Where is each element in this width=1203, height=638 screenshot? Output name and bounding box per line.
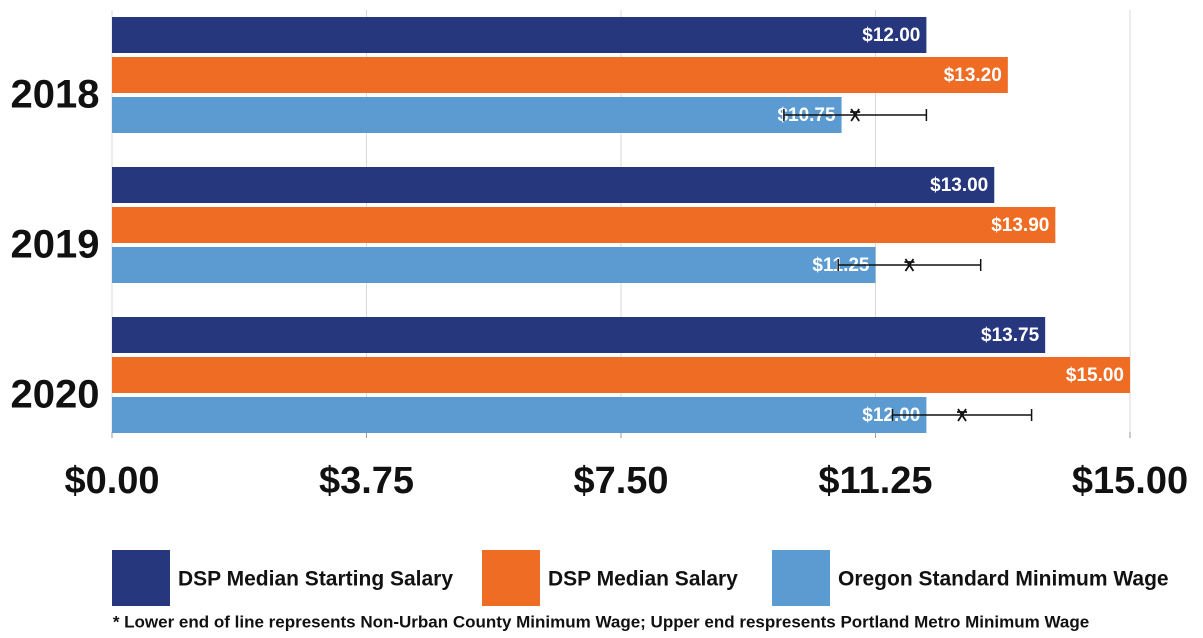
- category-label: 2020: [11, 373, 100, 417]
- value-label: $12.00: [862, 25, 920, 46]
- category-label: 2018: [11, 73, 100, 117]
- x-tick-label: $0.00: [64, 460, 159, 502]
- bar: [112, 207, 1056, 243]
- x-tick-label: $11.25: [818, 460, 932, 502]
- bar: [112, 317, 1046, 353]
- value-label: $12.00: [862, 405, 920, 426]
- footnote: * Lower end of line represents Non-Urban…: [113, 612, 1089, 631]
- value-label: $13.20: [944, 65, 1002, 86]
- legend-swatch: [482, 550, 540, 606]
- bar: [112, 357, 1130, 393]
- error-star: [957, 408, 968, 422]
- x-tick-label: $3.75: [319, 460, 414, 502]
- bar: [112, 167, 995, 203]
- value-label: $15.00: [1066, 365, 1124, 386]
- value-label: $13.75: [981, 325, 1040, 346]
- bar: [112, 247, 876, 283]
- legend-label: DSP Median Starting Salary: [178, 568, 453, 591]
- value-label: $13.00: [930, 175, 988, 196]
- bar: [112, 397, 927, 433]
- category-label: 2019: [11, 223, 100, 267]
- bar: [112, 57, 1008, 93]
- bar: [112, 97, 842, 133]
- x-tick-label: $15.00: [1072, 460, 1188, 502]
- x-tick-label: $7.50: [573, 460, 668, 502]
- error-star: [850, 108, 861, 122]
- bar: [112, 17, 927, 53]
- legend-swatch: [772, 550, 830, 606]
- error-star: [904, 258, 915, 272]
- legend-label: DSP Median Salary: [548, 568, 738, 591]
- value-label: $13.90: [991, 215, 1049, 236]
- legend-swatch: [112, 550, 170, 606]
- legend-label: Oregon Standard Minimum Wage: [838, 568, 1169, 591]
